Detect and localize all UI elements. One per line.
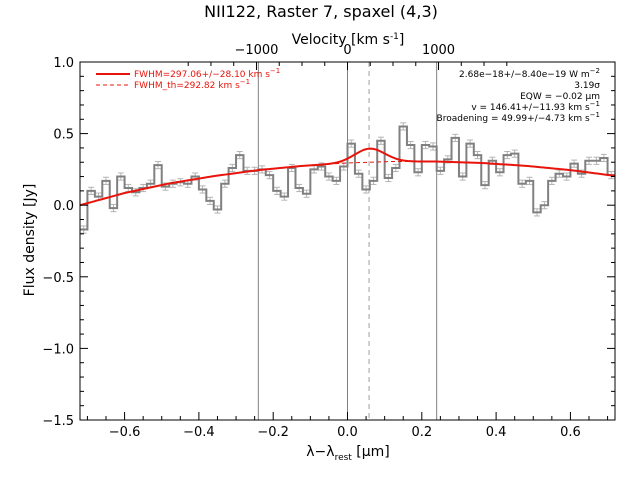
y-axis-label: Flux density [Jy] [22, 184, 38, 297]
plot-area: −0.6 −0.4 −0.2 0.0 0.2 0.4 0.6 −1000 0 1000 −1.5 −1… [42, 43, 616, 440]
fit-annotation: 2.68e−18+/−8.40e−19 W m−2 [459, 67, 600, 80]
legend-label: FWHM_th=292.82 km s−1 [134, 78, 250, 91]
spectrum-series [80, 125, 615, 231]
x-tick-label: −0.2 [257, 425, 289, 440]
y-tick-label: 0.0 [53, 199, 74, 214]
x-axis-label-unit: [μm] [352, 444, 390, 460]
x-tick-label: 0.4 [486, 425, 507, 440]
top-axis-label: Velocity [km s-1] [292, 32, 405, 48]
x-tick-label: 0.0 [337, 425, 358, 440]
fit-annotation: EQW = −0.02 μm [520, 92, 600, 102]
x-tick-label: 0.6 [560, 425, 581, 440]
fit-annotation: Broadening = 49.99+/−4.73 km s−1 [437, 111, 600, 124]
top-axis-label-end: ] [399, 32, 404, 48]
fit-line [79, 147, 616, 207]
top-axis-label-sup: -1 [390, 32, 399, 42]
top-axis-label-main: Velocity [km s [292, 32, 390, 48]
x-tick-label: −0.6 [109, 425, 141, 440]
fit-annotation: v = 146.41+/−11.93 km s−1 [471, 100, 600, 113]
chart-title: NII122, Raster 7, spaxel (4,3) [204, 2, 438, 21]
legend-label: FWHM=297.06+/−28.10 km s−1 [134, 67, 280, 80]
y-tick-label: −1.5 [42, 414, 74, 429]
x-tick-label: −0.4 [183, 425, 215, 440]
x-tick-label: 0.2 [411, 425, 432, 440]
y-tick-label: −0.5 [42, 271, 74, 286]
fit-annotation: 3.19σ [574, 81, 600, 91]
y-tick-label: 1.0 [53, 56, 74, 71]
top-tick-label: −1000 [234, 43, 278, 58]
y-tick-label: −1.0 [42, 342, 74, 357]
x-axis-label-sub: rest [335, 453, 353, 463]
x-axis-label: λ−λrest [μm] [306, 444, 390, 463]
y-tick-label: 0.5 [53, 128, 74, 143]
x-axis-label-main: λ−λ [306, 444, 334, 460]
top-tick-label: 1000 [422, 43, 455, 58]
top-tick-label: 0 [343, 43, 351, 58]
